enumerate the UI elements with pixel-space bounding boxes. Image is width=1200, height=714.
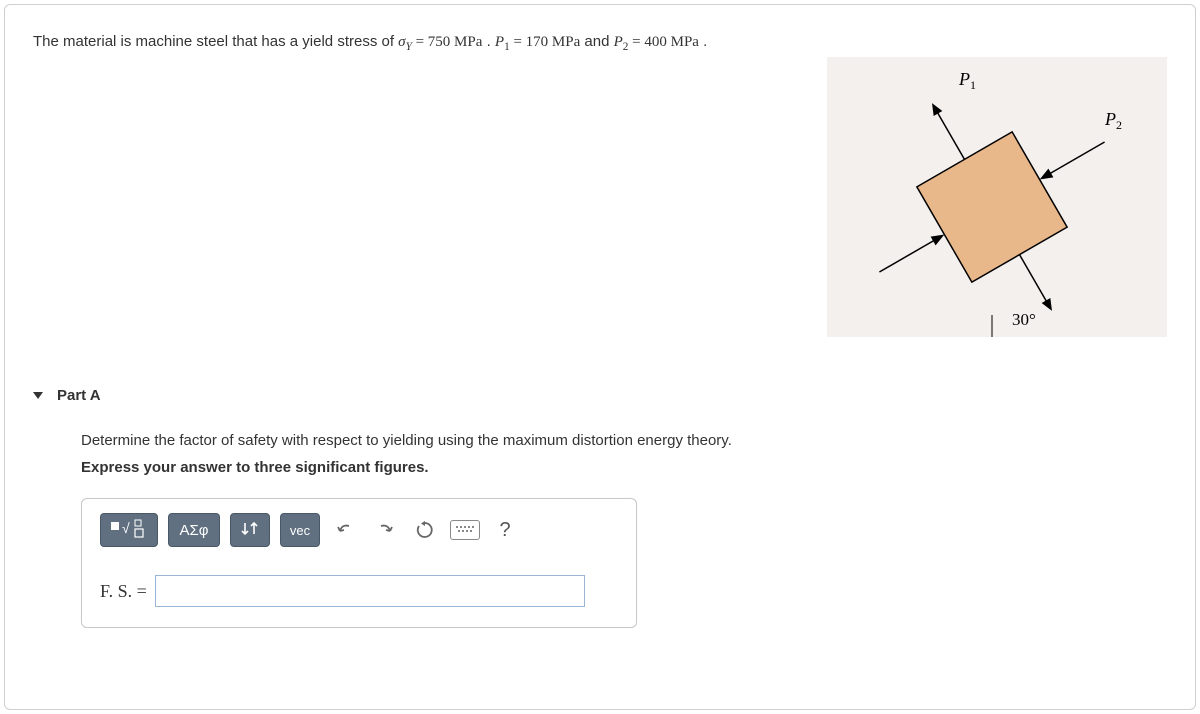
- redo-button[interactable]: [370, 515, 400, 545]
- sigma-y: σY = 750 MPa: [398, 34, 482, 50]
- problem-prefix: The material is machine steel that has a…: [33, 33, 398, 50]
- problem-statement: The material is machine steel that has a…: [33, 33, 1167, 53]
- answer-input[interactable]: [155, 575, 585, 607]
- equation-toolbar: √ ΑΣφ vec: [100, 513, 618, 547]
- undo-button[interactable]: [330, 515, 360, 545]
- figure-box: P 1 P 2 30°: [827, 57, 1167, 337]
- answer-box: √ ΑΣφ vec: [81, 498, 637, 628]
- figure-wrap: P 1 P 2 30°: [33, 57, 1167, 337]
- part-a-header[interactable]: Part A: [33, 387, 1167, 404]
- stress-diagram: P 1 P 2 30°: [827, 57, 1167, 337]
- answer-label: F. S. =: [100, 581, 147, 602]
- p2-value: P2 = 400 MPa: [614, 34, 699, 50]
- part-a-body: Determine the factor of safety with resp…: [81, 432, 1167, 628]
- redo-icon: [375, 520, 395, 540]
- reset-button[interactable]: [410, 515, 440, 545]
- vec-button[interactable]: vec: [280, 513, 320, 547]
- part-a-title: Part A: [57, 387, 101, 404]
- collapse-chevron-icon[interactable]: [33, 392, 43, 399]
- subscript-button[interactable]: [230, 513, 270, 547]
- answer-row: F. S. =: [100, 575, 618, 607]
- undo-icon: [335, 520, 355, 540]
- stress-element: [917, 132, 1067, 282]
- keyboard-button[interactable]: [450, 515, 480, 545]
- p1-value: P1 = 170 MPa: [495, 34, 580, 50]
- period-space: .: [487, 33, 495, 50]
- angle-label: 30°: [1012, 310, 1036, 329]
- templates-icon: √: [109, 519, 149, 541]
- period: .: [703, 33, 707, 50]
- p1-label: P: [958, 69, 970, 89]
- p1-sub: 1: [970, 78, 976, 92]
- p2-label: P: [1104, 109, 1116, 129]
- templates-button[interactable]: √: [100, 513, 158, 547]
- instruction-text: Determine the factor of safety with resp…: [81, 432, 1167, 449]
- p2-sub: 2: [1116, 118, 1122, 132]
- format-instruction: Express your answer to three significant…: [81, 459, 1167, 476]
- problem-container: The material is machine steel that has a…: [4, 4, 1196, 710]
- help-button[interactable]: ?: [490, 515, 520, 545]
- keyboard-icon: [450, 520, 480, 540]
- svg-text:√: √: [122, 520, 130, 536]
- reset-icon: [415, 520, 435, 540]
- symbols-button[interactable]: ΑΣφ: [168, 513, 220, 547]
- subscript-icon: [239, 520, 261, 540]
- and-text: and: [584, 33, 613, 50]
